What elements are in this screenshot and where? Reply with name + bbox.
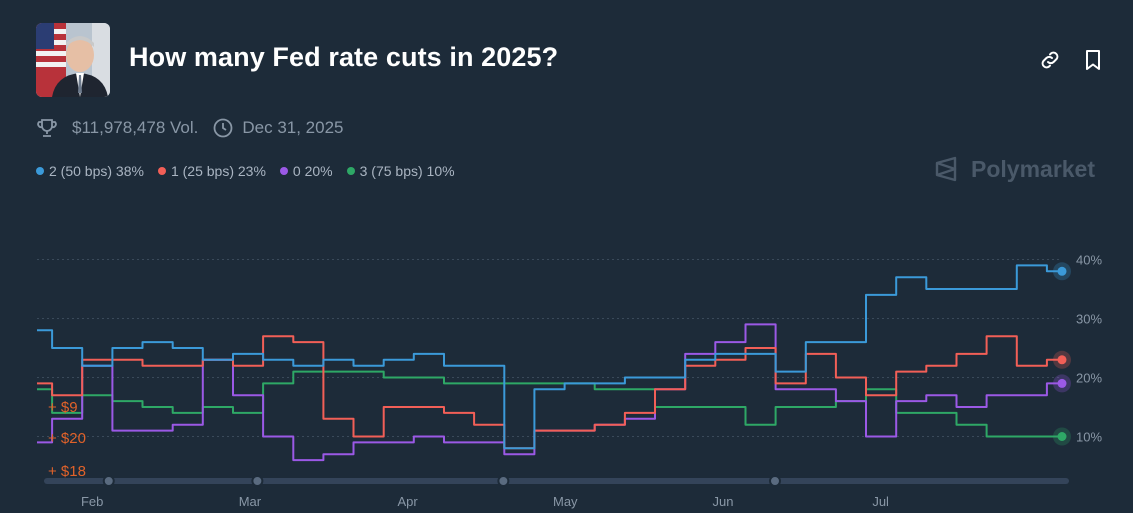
x-tick-label: Jul — [872, 494, 889, 509]
legend-item: 3 (75 bps) 10% — [346, 163, 455, 179]
trade-label: + $20 — [48, 430, 86, 447]
polymarket-brand: Polymarket — [933, 155, 1095, 183]
y-tick-label: 20% — [1076, 371, 1102, 386]
legend-label: 3 (75 bps) 10% — [359, 163, 455, 179]
polymarket-logo-icon — [935, 156, 957, 182]
market-avatar — [36, 23, 110, 97]
clock-icon — [212, 117, 234, 139]
volume-text: $11,978,478 Vol. — [72, 118, 199, 137]
x-tick-label: Apr — [397, 494, 418, 509]
x-tick-label: Feb — [81, 494, 103, 509]
link-icon[interactable] — [1038, 48, 1062, 72]
series-line — [37, 323, 1062, 462]
legend-label: 0 20% — [292, 163, 333, 179]
x-tick-label: Mar — [239, 494, 262, 509]
series-line — [37, 335, 1062, 450]
legend-item: 1 (25 bps) 23% — [157, 163, 266, 179]
legend-dot — [36, 167, 44, 175]
series-line — [37, 370, 1062, 438]
legend-item: 2 (50 bps) 38% — [36, 163, 144, 179]
range-handle[interactable] — [497, 475, 510, 487]
bookmark-icon[interactable] — [1081, 48, 1105, 72]
series-end-point — [1057, 266, 1067, 276]
legend-dot — [346, 167, 355, 175]
series-end-point — [1057, 432, 1067, 441]
series-end-point — [1057, 355, 1067, 365]
trade-label: + $18 — [48, 463, 86, 480]
series-end-point — [1057, 378, 1067, 388]
market-meta: $11,978,478 Vol. Dec 31, 2025 — [36, 116, 344, 140]
y-tick-label: 10% — [1076, 430, 1102, 445]
chart-legend: 2 (50 bps) 38% 1 (25 bps) 23% 0 20% 3 (7… — [36, 163, 469, 179]
market-title: How many Fed rate cuts in 2025? — [129, 42, 559, 72]
legend-dot — [279, 167, 288, 175]
legend-dot — [157, 167, 166, 175]
trophy-icon — [36, 117, 58, 139]
range-handle[interactable] — [251, 475, 264, 487]
legend-label: 1 (25 bps) 23% — [170, 163, 266, 179]
legend-item: 0 20% — [279, 163, 333, 179]
brand-name: Polymarket — [971, 155, 1096, 182]
x-tick-label: Jun — [712, 494, 733, 509]
series-line — [37, 264, 1062, 450]
y-tick-label: 30% — [1076, 312, 1102, 327]
x-tick-label: May — [553, 494, 578, 509]
trade-label: + $9 — [48, 399, 78, 416]
range-handle[interactable] — [102, 475, 115, 487]
end-date-text: Dec 31, 2025 — [242, 118, 344, 137]
legend-label: 2 (50 bps) 38% — [49, 163, 144, 179]
range-handle[interactable] — [769, 475, 781, 487]
y-tick-label: 40% — [1076, 253, 1102, 268]
